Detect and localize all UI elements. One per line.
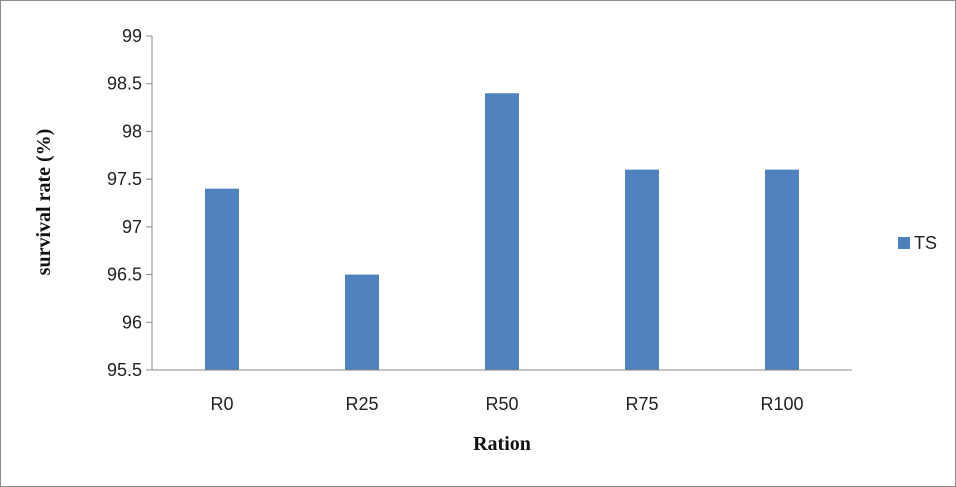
legend-swatch-ts <box>898 237 910 249</box>
bar-r25 <box>345 274 379 370</box>
y-axis-title: survival rate (%) <box>33 129 55 276</box>
y-tick-label: 97 <box>122 217 142 237</box>
legend: TS <box>898 233 937 253</box>
x-axis-ticks: R0 R25 R50 R75 R100 <box>210 394 803 414</box>
bar-r100 <box>765 169 799 370</box>
y-tick-label: 98.5 <box>107 74 142 94</box>
legend-label-ts: TS <box>914 233 937 253</box>
x-tick-label-r25: R25 <box>345 394 378 414</box>
x-axis-title: Ration <box>473 433 531 455</box>
y-tick-label: 96 <box>122 312 142 332</box>
y-axis-ticks: 95.5 96 96.5 97 97.5 98 98.5 99 <box>107 26 152 380</box>
y-tick-label: 99 <box>122 26 142 46</box>
x-tick-label-r50: R50 <box>485 394 518 414</box>
bars <box>205 93 799 370</box>
bar-r50 <box>485 93 519 370</box>
bar-r75 <box>625 169 659 370</box>
x-tick-label-r0: R0 <box>210 394 233 414</box>
x-tick-label-r100: R100 <box>760 394 803 414</box>
y-tick-label: 95.5 <box>107 360 142 380</box>
x-tick-label-r75: R75 <box>625 394 658 414</box>
y-tick-label: 96.5 <box>107 265 142 285</box>
y-tick-label: 98 <box>122 121 142 141</box>
bar-r0 <box>205 188 239 370</box>
y-tick-label: 97.5 <box>107 169 142 189</box>
